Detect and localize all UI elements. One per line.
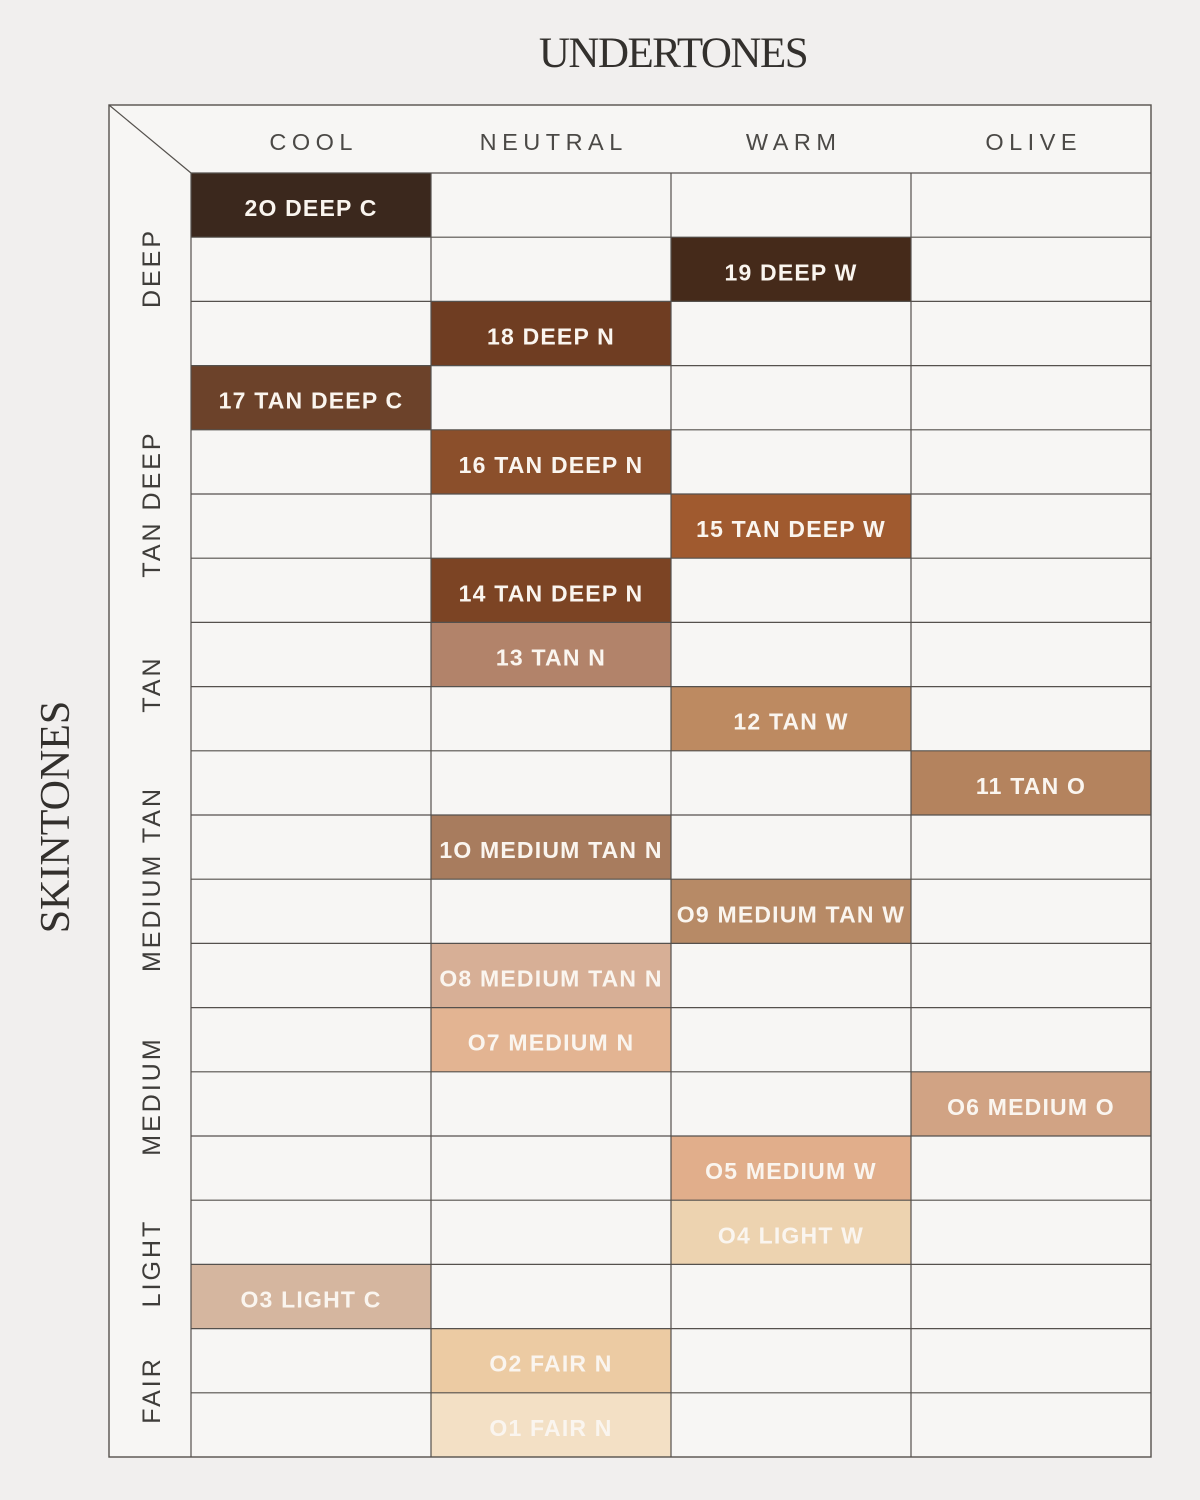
svg-text:1O MEDIUM TAN N: 1O MEDIUM TAN N <box>439 837 662 863</box>
svg-text:18 DEEP N: 18 DEEP N <box>487 324 615 350</box>
svg-text:O7 MEDIUM N: O7 MEDIUM N <box>468 1030 635 1056</box>
svg-text:O6 MEDIUM O: O6 MEDIUM O <box>947 1094 1115 1120</box>
svg-text:MEDIUM: MEDIUM <box>138 1036 166 1155</box>
svg-text:UNDERTONES: UNDERTONES <box>539 30 807 77</box>
svg-text:NEUTRAL: NEUTRAL <box>480 129 628 155</box>
svg-text:12 TAN W: 12 TAN W <box>733 709 848 735</box>
svg-text:COOL: COOL <box>269 129 358 155</box>
svg-text:O2 FAIR N: O2 FAIR N <box>489 1351 612 1377</box>
svg-text:WARM: WARM <box>746 129 842 155</box>
svg-text:11 TAN O: 11 TAN O <box>976 773 1086 799</box>
svg-text:DEEP: DEEP <box>138 228 166 308</box>
svg-text:O4 LIGHT W: O4 LIGHT W <box>718 1222 864 1248</box>
svg-text:TAN DEEP: TAN DEEP <box>138 430 166 577</box>
svg-text:19 DEEP W: 19 DEEP W <box>724 259 857 285</box>
svg-text:17 TAN DEEP C: 17 TAN DEEP C <box>219 388 404 414</box>
svg-text:16 TAN DEEP N: 16 TAN DEEP N <box>459 452 644 478</box>
svg-text:LIGHT: LIGHT <box>138 1219 166 1308</box>
svg-text:O1 FAIR N: O1 FAIR N <box>489 1415 612 1441</box>
svg-text:O5 MEDIUM W: O5 MEDIUM W <box>705 1158 877 1184</box>
svg-text:OLIVE: OLIVE <box>985 129 1082 155</box>
svg-text:SKINTONES: SKINTONES <box>33 701 79 934</box>
svg-text:14 TAN DEEP N: 14 TAN DEEP N <box>459 580 644 606</box>
svg-text:TAN: TAN <box>138 655 166 712</box>
svg-text:FAIR: FAIR <box>138 1356 166 1424</box>
svg-text:13 TAN N: 13 TAN N <box>496 645 606 671</box>
svg-text:MEDIUM TAN: MEDIUM TAN <box>138 786 166 972</box>
svg-text:15 TAN DEEP W: 15 TAN DEEP W <box>696 516 886 542</box>
svg-text:2O DEEP C: 2O DEEP C <box>244 195 377 221</box>
svg-text:O9 MEDIUM TAN W: O9 MEDIUM TAN W <box>677 901 905 927</box>
svg-text:O8 MEDIUM TAN N: O8 MEDIUM TAN N <box>439 966 662 992</box>
svg-text:O3 LIGHT C: O3 LIGHT C <box>240 1287 381 1313</box>
